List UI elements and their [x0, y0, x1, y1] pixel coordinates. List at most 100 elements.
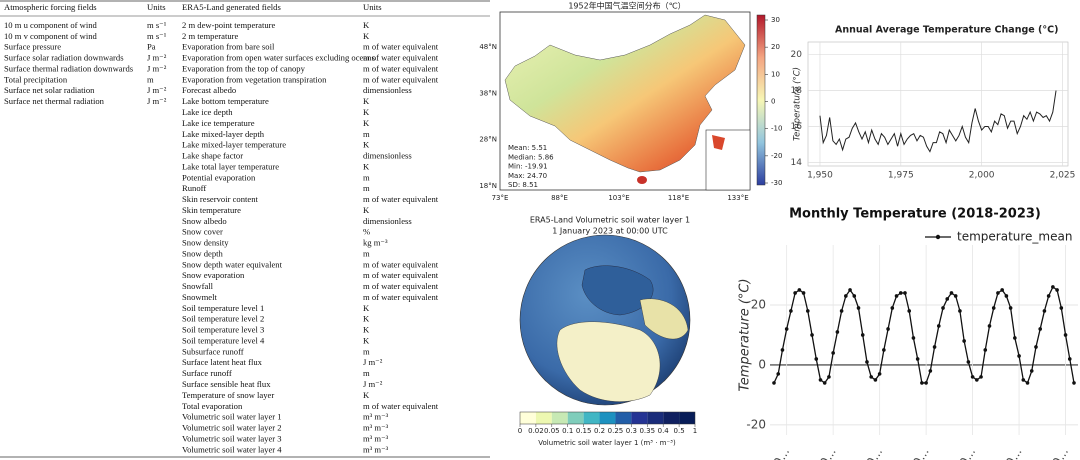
table-cell: dimensionless: [363, 85, 412, 95]
table-cell: J m⁻²: [147, 53, 167, 63]
table-cell: K: [363, 118, 370, 128]
colorbar-bin: [551, 412, 568, 424]
point: [776, 372, 781, 376]
point: [1000, 288, 1004, 292]
point: [991, 306, 996, 310]
lat-label: 18°N: [479, 182, 497, 190]
point: [835, 330, 840, 334]
map-stat: Median: 5.86: [508, 153, 554, 161]
table-cell: Surface runoff: [182, 368, 232, 378]
table-cell: Surface latent heat flux: [182, 357, 263, 367]
point: [806, 309, 810, 313]
y-axis-label: Temperature (°C): [793, 67, 803, 141]
table-cell: 2 m temperature: [182, 31, 238, 41]
colorbar-bin: [631, 412, 648, 424]
table-cell: J m⁻²: [363, 379, 383, 389]
y-tick-label: 16: [791, 122, 803, 132]
y-tick-label: 20: [751, 297, 766, 311]
table-cell: Lake bottom temperature: [182, 96, 269, 106]
table: Atmospheric forcing fields Units ERA5-Land…: [4, 2, 439, 454]
colorbar-title: Volumetric soil water layer 1 (m³ · m⁻³): [538, 439, 676, 447]
table-cell: dimensionless: [363, 151, 412, 161]
table-cell: Evaporation from open water surfaces exc…: [182, 53, 375, 63]
table-cell: m³ m⁻³: [363, 433, 389, 443]
table-cell: Soil temperature level 2: [182, 314, 264, 324]
colorbar-label: -10: [771, 125, 782, 133]
point: [983, 348, 988, 352]
x-tick-label: 1,950: [807, 171, 833, 181]
table-cell: J m⁻²: [147, 63, 167, 73]
inset-coast: [712, 135, 725, 150]
table-cell: Lake mixed-layer temperature: [182, 140, 286, 150]
table-cell: m: [363, 248, 370, 258]
table-cell: Evaporation from the top of canopy: [182, 63, 306, 73]
point: [1021, 378, 1026, 382]
table-cell: Snow evaporation: [182, 270, 245, 280]
table-cell: K: [363, 31, 370, 41]
annual-chart: Annual Average Temperature Change (°C) 14…: [791, 25, 1076, 181]
table-cell: J m⁻²: [147, 85, 167, 95]
point: [979, 375, 983, 379]
line: [819, 90, 1057, 153]
point: [1025, 381, 1030, 385]
colorbar-bin: [679, 412, 695, 424]
table-header: Atmospheric forcing fields: [4, 2, 97, 12]
table-cell: Surface sensible heat flux: [182, 379, 271, 389]
point: [966, 360, 971, 364]
table-cell: Temperature of snow layer: [182, 390, 274, 400]
x-tick-label: 20...: [767, 445, 792, 460]
point: [945, 297, 950, 301]
point: [1017, 354, 1021, 358]
chart-title: Annual Average Temperature Change (°C): [835, 25, 1058, 36]
point: [848, 288, 852, 292]
table-cell: Volumetric soil water layer 3: [182, 433, 282, 443]
table-cell: K: [363, 96, 370, 106]
map-stat: SD: 8.51: [508, 181, 538, 189]
colorbar-bin: [615, 412, 632, 424]
table-cell: %: [363, 227, 370, 237]
table-cell: m: [363, 346, 370, 356]
table-cell: Potential evaporation: [182, 172, 256, 182]
table-cell: m of water equivalent: [363, 63, 439, 73]
colorbar-label: 0.25: [608, 427, 624, 435]
y-tick-label: -20: [746, 417, 766, 431]
colorbar-label: 10: [771, 70, 780, 78]
point: [1004, 294, 1009, 298]
map-stat: Max: 24.70: [508, 172, 547, 180]
colorbar-label: -20: [771, 152, 782, 160]
map-subtitle: 1 January 2023 at 00:00 UTC: [552, 227, 668, 236]
table-cell: K: [363, 205, 370, 215]
point: [1051, 285, 1055, 289]
point: [1067, 357, 1072, 361]
lat-label: 28°N: [479, 136, 497, 144]
table-cell: m: [363, 172, 370, 182]
colorbar-label: 0.02: [528, 427, 544, 435]
x-tick-label: 20...: [860, 445, 885, 460]
point: [1029, 369, 1034, 373]
colorbar-label: 0.5: [674, 427, 685, 435]
colorbar-label: 0.35: [639, 427, 655, 435]
table-cell: Lake shape factor: [182, 151, 243, 161]
point: [818, 378, 823, 382]
point: [860, 333, 865, 337]
table-cell: Pa: [147, 42, 156, 52]
colorbar-label: 0.2: [594, 427, 605, 435]
table-cell: K: [363, 303, 370, 313]
colorbar-bin: [663, 412, 680, 424]
point: [936, 324, 941, 328]
x-tick-label: 2,025: [1050, 171, 1076, 181]
point: [801, 291, 806, 295]
table-cell: m of water equivalent: [363, 42, 439, 52]
monthly-chart: Monthly Temperature (2018-2023) -20 0 20 20.…: [738, 207, 1078, 460]
table-cell: J m⁻²: [147, 96, 167, 106]
point: [987, 324, 992, 328]
point: [1063, 333, 1068, 337]
table-cell: Surface solar radiation downwards: [4, 53, 124, 63]
table-cell: m of water equivalent: [363, 74, 439, 84]
table-cell: Soil temperature level 3: [182, 325, 264, 335]
globe-legend: 0 0.02 0.05 0.1 0.15 0.2 0.25 0.3 0.35 0.4 0.5 1 Vol…: [518, 411, 697, 447]
table-cell: J m⁻²: [363, 357, 383, 367]
colorbar-label: 30: [771, 16, 780, 24]
table-cell: m s⁻¹: [147, 31, 167, 41]
y-tick-label: 20: [791, 50, 803, 60]
